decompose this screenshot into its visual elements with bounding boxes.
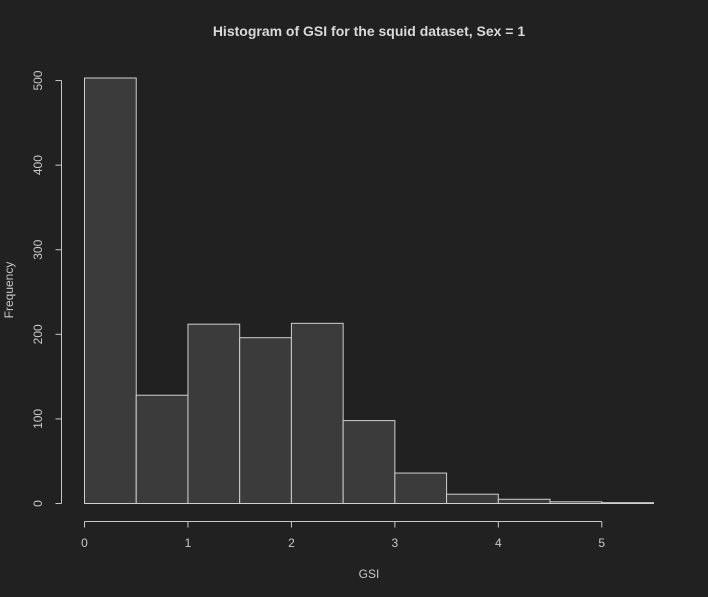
y-tick-label: 400 bbox=[31, 155, 45, 175]
histogram-bar bbox=[239, 337, 292, 505]
x-axis-label: GSI bbox=[359, 567, 380, 581]
histogram-bar bbox=[497, 498, 551, 505]
histogram-bar bbox=[394, 472, 448, 505]
histogram-bar bbox=[446, 493, 499, 504]
histogram-bar bbox=[342, 420, 396, 504]
x-ticks-layer: 0 1 2 3 4 5 bbox=[81, 521, 605, 550]
x-tick-label: 4 bbox=[495, 536, 502, 550]
y-tick-label: 200 bbox=[31, 324, 45, 344]
x-tick-label: 2 bbox=[288, 536, 295, 550]
histogram-bar bbox=[601, 502, 654, 505]
bars-layer bbox=[84, 77, 654, 505]
x-tick-label: 1 bbox=[185, 536, 192, 550]
histogram-bar bbox=[187, 323, 241, 504]
y-axis-label: Frequency bbox=[2, 262, 16, 319]
y-tick-label: 0 bbox=[31, 500, 45, 507]
y-tick-label: 300 bbox=[31, 239, 45, 259]
y-tick-label: 100 bbox=[31, 409, 45, 429]
y-tick-label: 500 bbox=[31, 70, 45, 90]
x-tick-label: 3 bbox=[392, 536, 399, 550]
histogram-bar bbox=[84, 77, 137, 504]
chart-title: Histogram of GSI for the squid dataset, … bbox=[213, 23, 526, 39]
histogram-bar bbox=[135, 394, 189, 505]
x-tick-label: 5 bbox=[598, 536, 605, 550]
x-tick-label: 0 bbox=[81, 536, 88, 550]
y-ticks-layer: 0 100 200 300 400 500 bbox=[31, 70, 62, 507]
histogram-bar bbox=[290, 322, 344, 504]
histogram-bar bbox=[549, 501, 603, 504]
